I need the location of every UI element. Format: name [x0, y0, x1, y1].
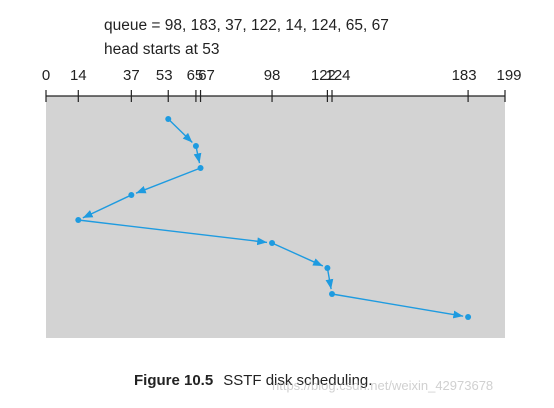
path-point-67: [197, 165, 204, 171]
tick-label-53: 53: [156, 67, 173, 84]
figure-label: Figure 10.5: [134, 372, 214, 389]
figure-caption: Figure 10.5 SSTF disk scheduling.: [134, 372, 372, 389]
header: queue = 98, 183, 37, 122, 14, 124, 65, 6…: [104, 14, 389, 62]
path-segment-53-to-65: [167, 118, 193, 144]
tick-label-67: 67: [198, 67, 215, 84]
tick-label-37: 37: [123, 67, 140, 84]
path-point-53: [165, 116, 172, 122]
tick-label-124: 124: [325, 67, 350, 84]
watermark: https://blog.csdn.net/weixin_42973678: [272, 378, 494, 393]
path-segment-37-to-14: [82, 194, 132, 219]
tick-label-122: 122: [311, 67, 336, 84]
path-segment-124-to-183: [331, 293, 464, 319]
tick-label-65: 65: [187, 67, 204, 84]
path-segment-67-to-37: [135, 167, 201, 194]
tick-label-98: 98: [264, 67, 281, 84]
queue-text: queue = 98, 183, 37, 122, 14, 124, 65, 6…: [104, 17, 389, 34]
head-start-text: head starts at 53: [104, 41, 220, 58]
tick-label-183: 183: [452, 67, 477, 84]
path-point-37: [128, 192, 135, 198]
path-segment-122-to-124: [325, 267, 334, 290]
path-point-124: [329, 291, 336, 297]
path-point-98: [269, 240, 276, 246]
path-point-65: [192, 143, 199, 149]
path-segment-14-to-98: [78, 219, 268, 246]
path-segment-98-to-122: [271, 242, 324, 267]
path-point-122: [324, 265, 331, 271]
tick-label-14: 14: [70, 67, 87, 84]
figure-title: SSTF disk scheduling.: [223, 372, 373, 389]
plot-panel: [46, 96, 505, 338]
path-point-183: [465, 314, 472, 320]
path-point-14: [75, 217, 82, 223]
tick-label-0: 0: [42, 67, 50, 84]
tick-label-199: 199: [496, 67, 521, 84]
